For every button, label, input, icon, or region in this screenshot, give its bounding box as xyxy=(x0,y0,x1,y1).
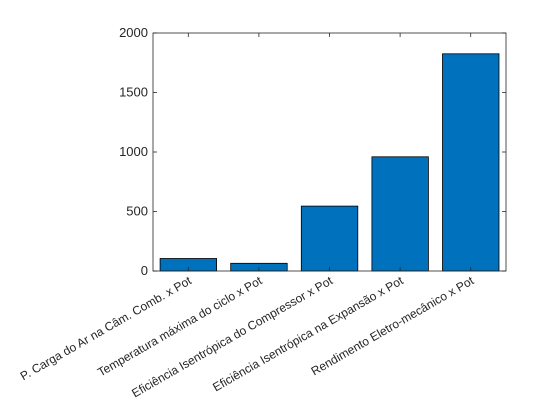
y-tick-label: 2000 xyxy=(119,25,148,40)
y-axis-ticks: 0 500 1000 1500 2000 xyxy=(119,25,506,278)
bar xyxy=(371,156,429,272)
y-tick-label: 1000 xyxy=(119,144,148,159)
bar xyxy=(442,53,500,272)
y-tick-label: 1500 xyxy=(119,85,148,100)
y-tick-label: 500 xyxy=(126,204,148,219)
y-tick-label: 0 xyxy=(141,263,148,278)
bar xyxy=(300,205,359,272)
bar-group xyxy=(159,53,500,272)
